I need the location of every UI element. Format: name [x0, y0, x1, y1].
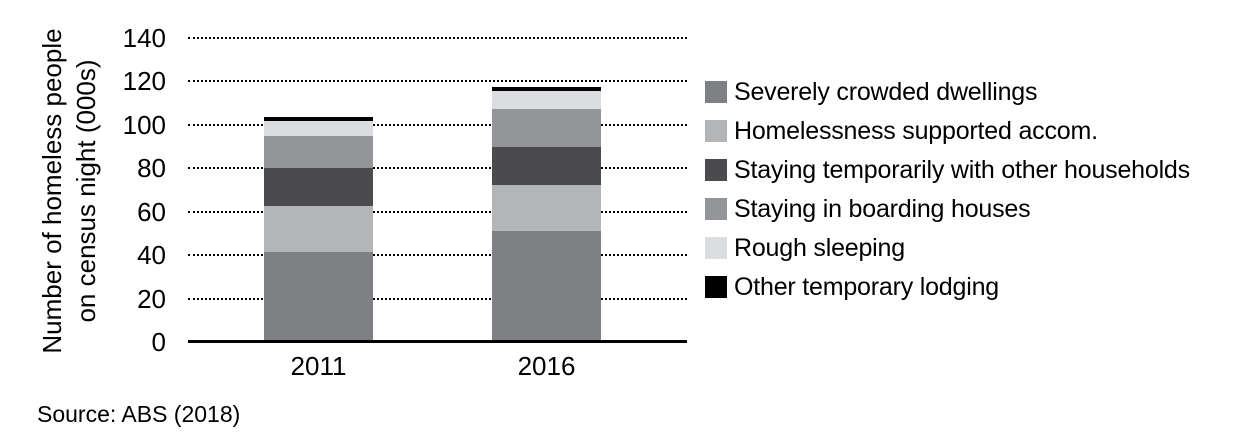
bar-segment: [264, 120, 373, 136]
bar-segment: [264, 252, 373, 342]
legend-item-label: Staying in boarding houses: [734, 194, 1031, 223]
legend-item: Staying temporarily with other household…: [705, 155, 1190, 184]
y-tick-label-60: 60: [137, 196, 166, 227]
gridline-40: [188, 254, 687, 257]
gridline-140: [188, 37, 687, 39]
legend-swatch: [705, 237, 727, 259]
legend-item-label: Homelessness supported accom.: [734, 116, 1098, 145]
legend-item-label: Other temporary lodging: [734, 272, 999, 301]
bar-segment: [264, 205, 373, 253]
gridline-20: [188, 297, 687, 300]
legend-item: Other temporary lodging: [705, 272, 1190, 301]
y-tick-label-20: 20: [137, 283, 166, 314]
gridline-100: [188, 123, 687, 126]
legend-item-label: Rough sleeping: [734, 233, 905, 262]
legend-swatch: [705, 81, 727, 103]
legend-swatch: [705, 120, 727, 142]
plot-area: [188, 37, 687, 343]
x-axis-line: [188, 340, 687, 343]
source-note: Source: ABS (2018): [37, 401, 241, 427]
y-tick-label-80: 80: [137, 153, 166, 184]
legend-swatch: [705, 198, 727, 220]
legend-swatch: [705, 159, 727, 181]
legend-swatch: [705, 276, 727, 298]
legend-item: Severely crowded dwellings: [705, 77, 1190, 106]
legend-item: Rough sleeping: [705, 233, 1190, 262]
bar-segment: [492, 146, 601, 186]
gridline-60: [188, 210, 687, 213]
x-axis-label-2011: 2011: [290, 351, 347, 381]
gridline-120: [188, 80, 687, 83]
bar-2016: [492, 86, 601, 342]
bar-segment: [492, 185, 601, 232]
y-axis-tick-labels: 0 20 40 60 80 100 120 140: [0, 25, 166, 355]
y-tick-label-100: 100: [122, 109, 166, 140]
legend-item-label: Staying temporarily with other household…: [734, 155, 1190, 184]
y-tick-label-40: 40: [137, 240, 166, 271]
bar-segment: [264, 116, 373, 121]
x-axis-labels: 2011 2016: [188, 351, 687, 383]
y-tick-label-0: 0: [151, 327, 166, 357]
legend-item: Staying in boarding houses: [705, 194, 1190, 223]
bar-segment: [492, 231, 601, 342]
legend-item: Homelessness supported accom.: [705, 116, 1190, 145]
legend-item-label: Severely crowded dwellings: [734, 77, 1038, 106]
y-tick-label-120: 120: [122, 66, 166, 97]
legend: Severely crowded dwellings Homelessness s…: [705, 77, 1190, 315]
bar-segment: [264, 135, 373, 169]
y-tick-label-140: 140: [122, 23, 166, 53]
bar-segment: [264, 168, 373, 206]
bar-segment: [492, 108, 601, 147]
bar-segment: [492, 90, 601, 109]
bar-segment: [492, 86, 601, 91]
gridline-80: [188, 167, 687, 170]
x-axis-label-2016: 2016: [517, 351, 576, 381]
bar-2011: [264, 116, 373, 342]
